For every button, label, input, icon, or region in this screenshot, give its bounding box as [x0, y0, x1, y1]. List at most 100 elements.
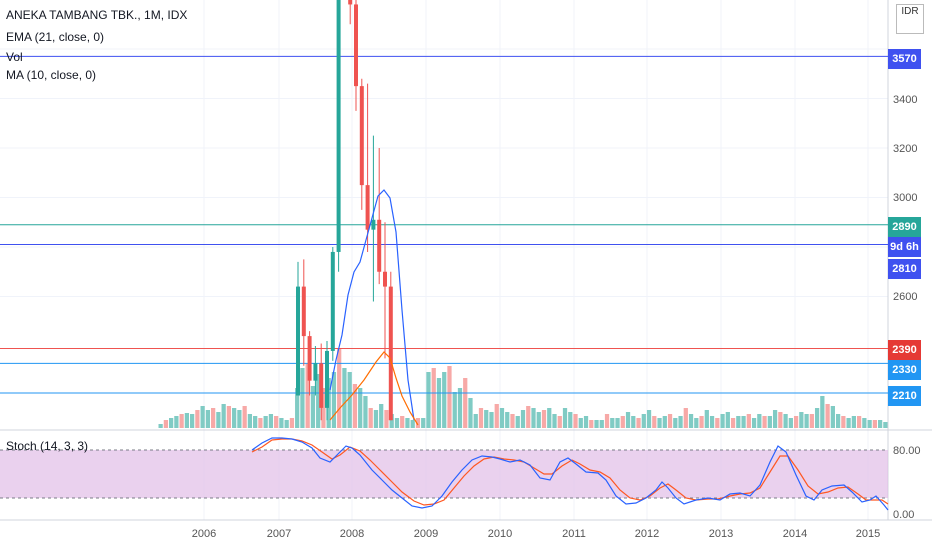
volume-bar	[426, 372, 431, 428]
candle-body	[319, 363, 324, 408]
volume-bar	[652, 416, 657, 428]
volume-bar	[683, 408, 688, 428]
volume-bar	[557, 416, 562, 428]
volume-bar	[599, 420, 604, 428]
volume-bar	[499, 408, 505, 428]
price-tag-2890: 2890	[888, 217, 921, 237]
volume-bar	[751, 418, 757, 428]
volume-bar	[421, 418, 426, 428]
volume-bar	[862, 418, 867, 428]
volume-bar	[704, 410, 709, 428]
volume-bar	[772, 410, 778, 428]
volume-bar	[510, 414, 515, 428]
volume-bar	[305, 364, 310, 428]
x-tick: 2011	[562, 528, 586, 540]
volume-bar	[279, 418, 284, 428]
volume-bar	[568, 412, 573, 428]
candle-body	[365, 185, 370, 230]
volume-bar	[226, 406, 232, 428]
volume-bar	[552, 414, 557, 428]
volume-bar	[174, 416, 179, 428]
volume-bar	[841, 416, 846, 428]
volume-bar	[242, 406, 247, 428]
volume-bar	[373, 410, 379, 428]
volume-bar	[757, 414, 762, 428]
volume-bar	[783, 414, 788, 428]
volume-bar	[321, 388, 326, 428]
price-tick: 3400	[893, 94, 918, 106]
volume-bar	[337, 348, 342, 428]
price-tick: 3000	[893, 192, 918, 204]
volume-bar	[268, 414, 274, 428]
volume-bar	[835, 414, 841, 428]
volume-bar	[856, 416, 862, 428]
volume-bar	[877, 420, 883, 428]
volume-bar	[636, 418, 641, 428]
volume-bar	[232, 408, 237, 428]
volume-bar	[442, 372, 447, 428]
x-tick: 2014	[782, 528, 808, 540]
volume-bar	[468, 398, 473, 428]
volume-bar	[478, 408, 484, 428]
price-tag-2330: 2330	[888, 360, 921, 380]
volume-bar	[179, 414, 184, 428]
volume-bar	[814, 408, 820, 428]
x-tick: 2007	[266, 528, 292, 540]
volume-bar	[221, 404, 226, 428]
volume-bar	[725, 412, 730, 428]
x-tick: 2013	[708, 528, 734, 540]
volume-bar	[631, 416, 636, 428]
x-tick: 2015	[855, 528, 881, 540]
volume-bar	[867, 420, 872, 428]
candle-body	[348, 0, 353, 5]
volume-bar	[883, 422, 888, 428]
volume-bar	[541, 410, 547, 428]
volume-bar	[347, 372, 352, 428]
volume-bar	[657, 418, 662, 428]
volume-bar	[688, 414, 694, 428]
volume-bar	[830, 406, 835, 428]
volume-bar	[620, 416, 625, 428]
volume-bar	[872, 420, 877, 428]
volume-bar	[158, 424, 163, 428]
volume-bar	[646, 410, 652, 428]
volume-bar	[520, 410, 526, 428]
volume-bar	[484, 410, 489, 428]
volume-bar	[352, 384, 358, 428]
volume-bar	[205, 410, 211, 428]
volume-bar	[699, 416, 704, 428]
x-tick: 2009	[413, 528, 439, 540]
volume-bar	[678, 416, 683, 428]
volume-bar	[274, 416, 279, 428]
volume-bar	[400, 416, 405, 428]
volume-bar	[284, 420, 289, 428]
volume-bar	[163, 420, 169, 428]
currency-badge[interactable]: IDR	[896, 4, 924, 34]
legend-ma: MA (10, close, 0)	[6, 68, 97, 82]
stoch-k-line	[251, 437, 889, 511]
volume-bar	[405, 418, 410, 428]
volume-bar	[263, 416, 268, 428]
volume-bar	[767, 416, 772, 428]
ema-line	[329, 189, 415, 421]
volume-bar	[331, 372, 337, 428]
candle-body	[301, 286, 306, 337]
ma-line	[329, 351, 419, 426]
x-tick: 2008	[339, 528, 365, 540]
volume-bar	[289, 418, 295, 428]
stoch-tick-80: 80.00	[893, 445, 921, 457]
volume-bar	[436, 378, 442, 428]
volume-bar	[237, 410, 242, 428]
volume-bar	[746, 414, 751, 428]
volume-bar	[736, 416, 741, 428]
price-tick: 2600	[893, 291, 918, 303]
volume-bar	[667, 414, 673, 428]
volume-bar	[573, 414, 578, 428]
price-tag-2810: 2810	[888, 259, 921, 279]
volume-bar	[358, 388, 363, 428]
volume-bar	[184, 413, 190, 428]
volume-bar	[473, 414, 478, 428]
volume-bar	[368, 408, 373, 428]
candle-body	[377, 219, 382, 272]
